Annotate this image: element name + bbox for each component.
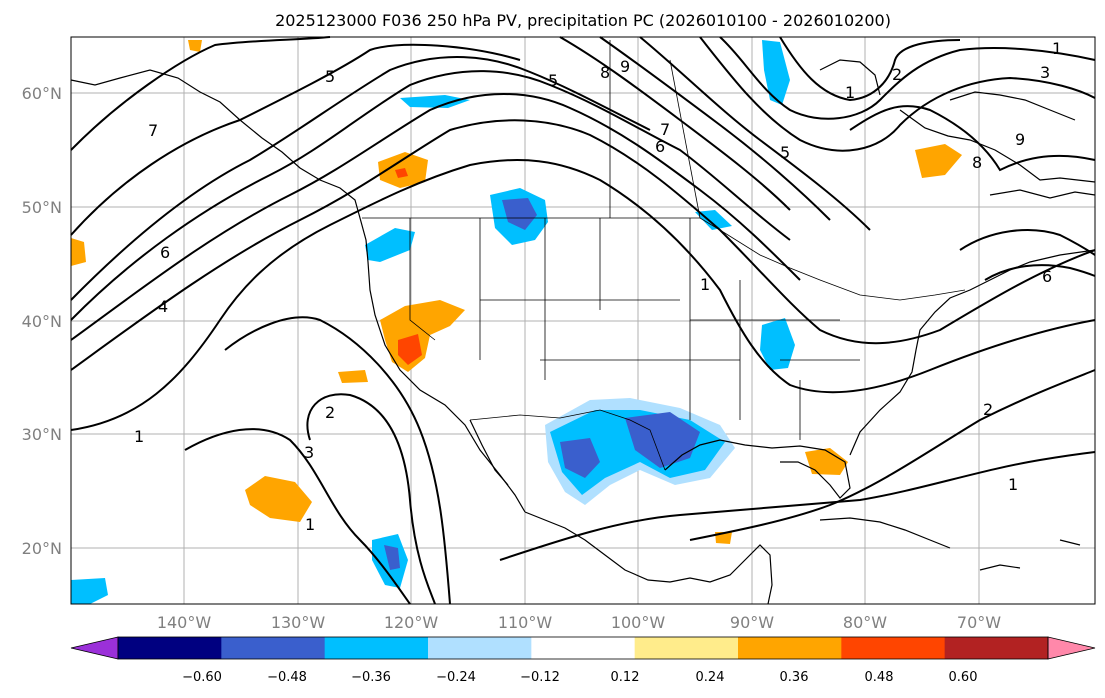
contour-label-8: 8 bbox=[600, 63, 610, 82]
colorbar-segment bbox=[118, 637, 222, 659]
longitude-axis: 140°W 130°W 120°W 110°W 100°W 90°W 80°W … bbox=[157, 613, 1001, 632]
lon-label-120w: 120°W bbox=[384, 613, 439, 632]
lat-label-40n: 40°N bbox=[22, 312, 62, 331]
contour-label-1-atlantic: 1 bbox=[1008, 475, 1018, 494]
precip-area-baja-offshore bbox=[245, 476, 312, 522]
lon-label-110w: 110°W bbox=[498, 613, 553, 632]
colorbar-tick-label: −0.36 bbox=[351, 670, 391, 685]
lon-label-90w: 90°W bbox=[730, 613, 774, 632]
colorbar-extend-min bbox=[70, 636, 119, 660]
precip-area-quebec bbox=[915, 144, 962, 178]
precip-core-texas bbox=[625, 412, 700, 468]
precip-positive-areas bbox=[71, 40, 962, 544]
colorbar-segment bbox=[738, 637, 842, 659]
lat-label-60n: 60°N bbox=[22, 84, 62, 103]
contour-label-9: 9 bbox=[620, 57, 630, 76]
contour-label-7-north: 7 bbox=[660, 120, 670, 139]
colorbar-tick-label: 0.60 bbox=[949, 670, 978, 685]
precip-core-mexico bbox=[560, 438, 600, 478]
lon-label-80w: 80°W bbox=[843, 613, 887, 632]
pv-contours bbox=[70, 36, 1096, 605]
colorbar-segment bbox=[841, 637, 946, 659]
contour-label-group: 7 6 4 1 5 2 3 1 1 8 9 5 6 7 5 1 2 3 1 8 … bbox=[134, 39, 1062, 534]
lon-label-70w: 70°W bbox=[957, 613, 1001, 632]
contour-label-3-east: 3 bbox=[1040, 63, 1050, 82]
contour-label-2-west: 2 bbox=[325, 403, 335, 422]
colorbar-tick-label: 0.24 bbox=[696, 670, 725, 685]
contour-label-1-northeast: 1 bbox=[1052, 39, 1062, 58]
colorbar-tick-label: 0.36 bbox=[780, 670, 809, 685]
figure-title: 2025123000 F036 250 hPa PV, precipitatio… bbox=[275, 11, 891, 30]
precip-area-socal-offshore bbox=[338, 370, 368, 383]
colorbar-frame bbox=[117, 636, 1049, 660]
contour-label-1-west: 1 bbox=[134, 427, 144, 446]
contour-label-9-east: 9 bbox=[1015, 130, 1025, 149]
map-content: 7 6 4 1 5 2 3 1 1 8 9 5 6 7 5 1 2 3 1 8 … bbox=[70, 36, 1096, 605]
contour-label-6-north: 6 bbox=[655, 137, 665, 156]
contour-label-7: 7 bbox=[148, 121, 158, 140]
contour-label-6-east: 6 bbox=[1042, 267, 1052, 286]
precip-core-bc bbox=[395, 168, 408, 178]
precip-area-illinois bbox=[760, 318, 795, 370]
precip-area-pacific-west bbox=[71, 238, 86, 266]
colorbar-tick-label: −0.24 bbox=[436, 670, 476, 685]
colorbar-segment bbox=[428, 637, 532, 659]
colorbar-tick-label: −0.60 bbox=[182, 670, 222, 685]
precip-area-gulf-of-alaska bbox=[188, 40, 202, 52]
contour-label-1-hudson: 1 bbox=[845, 83, 855, 102]
colorbar-segment bbox=[944, 637, 1049, 659]
contour-label-8-east: 8 bbox=[972, 153, 982, 172]
map-frame bbox=[70, 36, 1096, 605]
lon-label-140w: 140°W bbox=[157, 613, 212, 632]
lat-label-30n: 30°N bbox=[22, 425, 62, 444]
precip-area-washington bbox=[365, 228, 415, 262]
contour-label-5: 5 bbox=[325, 67, 335, 86]
lat-label-20n: 20°N bbox=[22, 539, 62, 558]
precip-area-hudson bbox=[762, 40, 790, 105]
precip-negative-areas bbox=[71, 40, 795, 604]
precip-area-southwest bbox=[71, 578, 108, 604]
contour-label-5-north: 5 bbox=[548, 71, 558, 90]
contour-label-1-plains: 1 bbox=[700, 275, 710, 294]
colorbar-segment bbox=[634, 637, 739, 659]
lon-label-100w: 100°W bbox=[611, 613, 666, 632]
colorbar-segment bbox=[324, 637, 429, 659]
colorbar-segment bbox=[531, 637, 636, 659]
colorbar-extend-max bbox=[1047, 636, 1096, 660]
coastlines bbox=[70, 59, 1096, 605]
contour-label-1-pacific: 1 bbox=[305, 515, 315, 534]
colorbar bbox=[70, 636, 1096, 660]
precip-core-montana bbox=[502, 198, 537, 230]
colorbar-tick-label: −0.12 bbox=[520, 670, 560, 685]
precip-core-california bbox=[398, 334, 422, 365]
political-borders bbox=[362, 40, 966, 471]
precip-core-pacific bbox=[384, 545, 400, 570]
latitude-axis: 60°N 50°N 40°N 30°N 20°N bbox=[22, 84, 62, 558]
precip-area-florida bbox=[805, 448, 848, 475]
colorbar-tick-labels: −0.60 −0.48 −0.36 −0.24 −0.12 0.12 0.24 … bbox=[182, 670, 977, 685]
colorbar-tick-label: 0.12 bbox=[611, 670, 640, 685]
colorbar-tick-label: −0.48 bbox=[267, 670, 307, 685]
contour-label-2-atlantic: 2 bbox=[983, 400, 993, 419]
contour-label-5-east: 5 bbox=[780, 143, 790, 162]
contour-label-4: 4 bbox=[158, 297, 168, 316]
colorbar-tick-label: 0.48 bbox=[865, 670, 894, 685]
precip-area-north bbox=[400, 95, 470, 108]
contour-label-2-hudson: 2 bbox=[892, 65, 902, 84]
contour-label-6: 6 bbox=[160, 243, 170, 262]
colorbar-segment bbox=[221, 637, 326, 659]
contour-label-3-west: 3 bbox=[304, 443, 314, 462]
lat-label-50n: 50°N bbox=[22, 198, 62, 217]
lon-label-130w: 130°W bbox=[271, 613, 326, 632]
